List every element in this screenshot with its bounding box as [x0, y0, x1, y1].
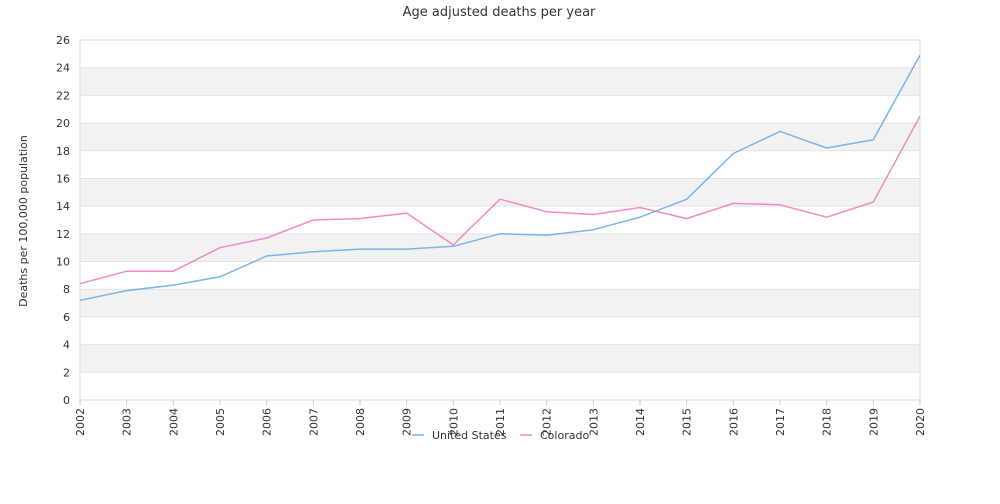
grid-band: [80, 40, 920, 68]
series-lines: [79, 54, 921, 302]
x-tick-label: 2013: [587, 408, 600, 436]
y-tick-label: 12: [56, 228, 70, 241]
y-tick-label: 6: [63, 311, 70, 324]
y-tick-label: 20: [56, 117, 70, 130]
legend-item-colorado[interactable]: Colorado: [520, 429, 589, 442]
y-tick-label: 16: [56, 172, 70, 185]
grid-band: [80, 67, 920, 96]
x-axis-ticks: 2002 2003 2004 2005 2006 2007 2008 2009 2010 2011…: [74, 400, 927, 436]
grid-band: [80, 316, 920, 345]
x-tick-label: 2014: [634, 408, 647, 436]
y-tick-label: 22: [56, 89, 70, 102]
x-tick-label: 2018: [821, 408, 834, 436]
x-tick-label: 2003: [121, 408, 134, 436]
grid-band: [80, 95, 920, 124]
grid-band: [80, 372, 920, 400]
x-tick-label: 2004: [167, 408, 180, 436]
x-tick-label: 2019: [867, 408, 880, 436]
y-tick-label: 4: [63, 339, 70, 352]
x-tick-label: 2005: [214, 408, 227, 436]
grid-bands: [80, 40, 920, 400]
y-tick-label: 18: [56, 145, 70, 158]
x-tick-label: 2006: [261, 408, 274, 436]
series-line-colorado[interactable]: [79, 115, 921, 285]
grid-band: [80, 233, 920, 262]
x-tick-label: 2016: [727, 408, 740, 436]
x-tick-label: 2010: [447, 408, 460, 436]
legend-item-united-states[interactable]: United States: [412, 429, 507, 442]
y-tick-label: 8: [63, 283, 70, 296]
y-tick-label: 0: [63, 394, 70, 407]
y-tick-label: 2: [63, 366, 70, 379]
x-tick-label: 2015: [681, 408, 694, 436]
grid-band: [80, 150, 920, 179]
x-tick-label: 2008: [354, 408, 367, 436]
x-tick-label: 2012: [541, 408, 554, 436]
y-tick-label: 14: [56, 200, 70, 213]
legend-label: Colorado: [540, 429, 589, 442]
y-axis-label: Deaths per 100,000 population: [17, 135, 30, 307]
x-tick-label: 2007: [307, 408, 320, 436]
grid-band: [80, 123, 920, 151]
x-tick-label: 2009: [401, 408, 414, 436]
x-tick-label: 2020: [914, 408, 927, 436]
series-line-united-states[interactable]: [79, 54, 921, 302]
x-tick-label: 2002: [74, 408, 87, 436]
grid-band: [80, 178, 920, 207]
x-tick-label: 2011: [494, 408, 507, 436]
chart-title: Age adjusted deaths per year: [403, 5, 596, 20]
y-tick-label: 26: [56, 34, 70, 47]
grid-band: [80, 344, 920, 373]
x-tick-label: 2017: [774, 408, 787, 436]
y-tick-label: 10: [56, 256, 70, 269]
legend[interactable]: United States Colorado: [412, 429, 589, 442]
legend-label: United States: [432, 429, 507, 442]
y-tick-label: 24: [56, 62, 70, 75]
grid-band: [80, 206, 920, 234]
grid-band: [80, 261, 920, 290]
grid-band: [80, 289, 920, 317]
